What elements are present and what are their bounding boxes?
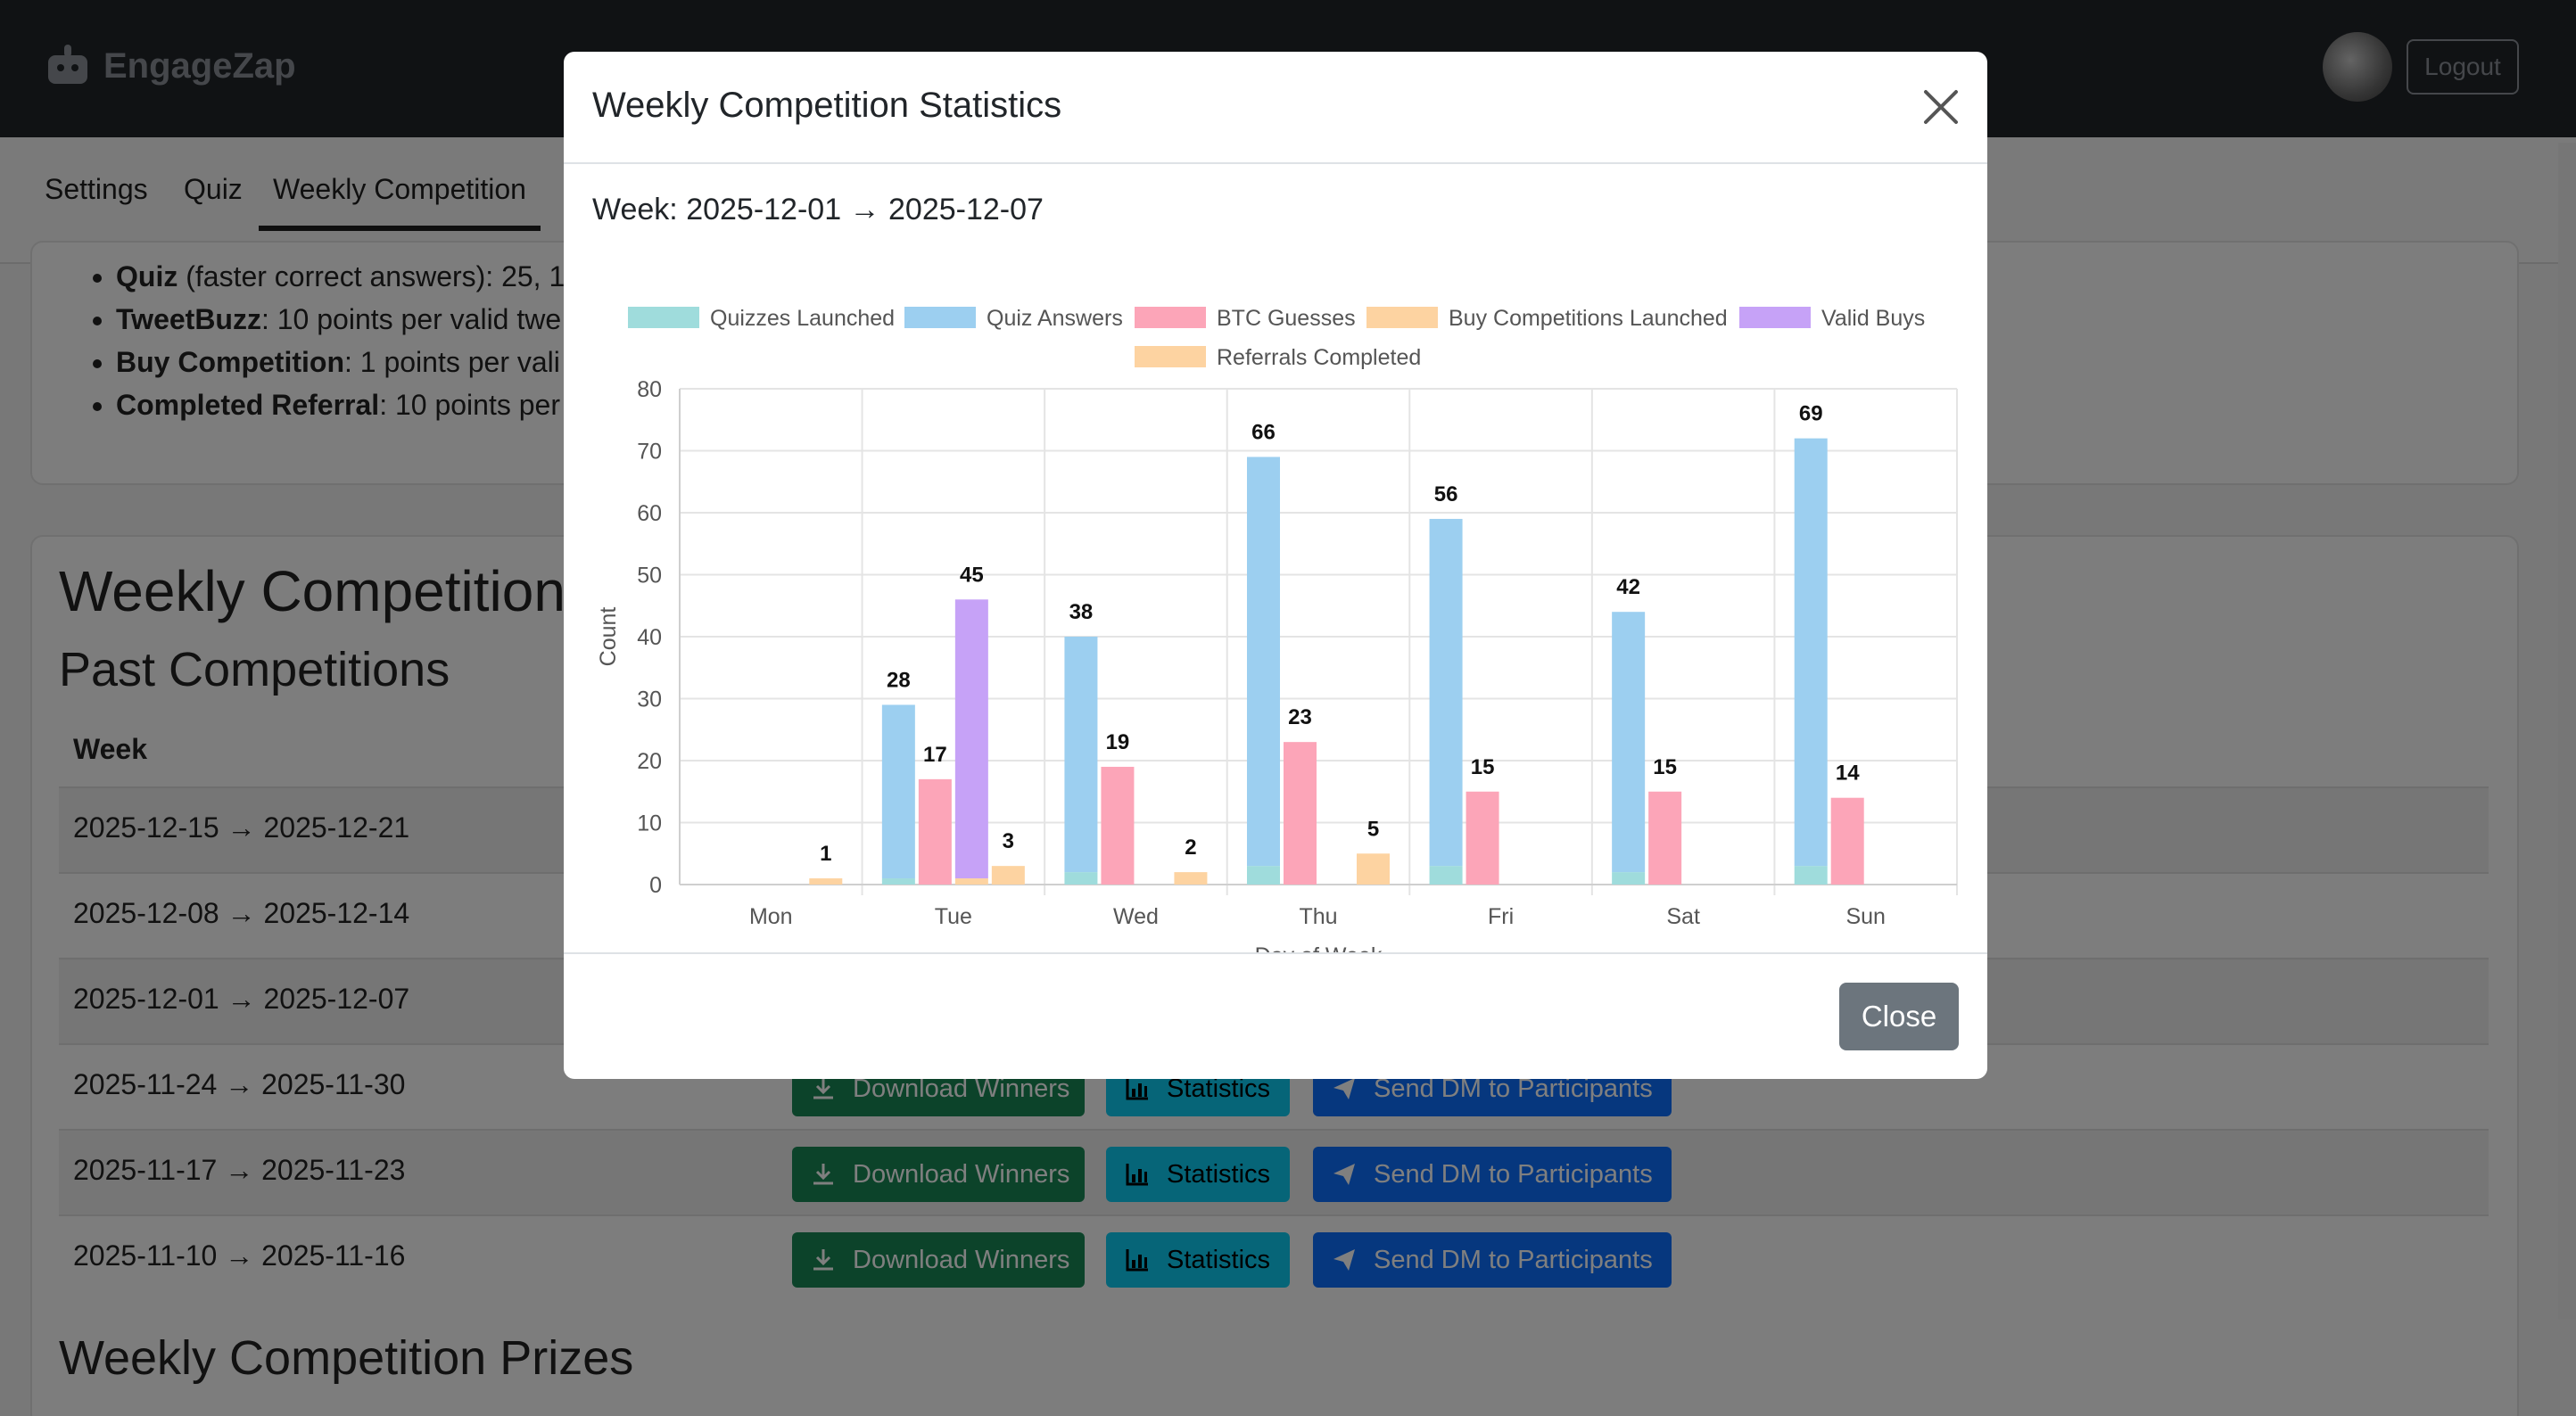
legend-swatch <box>1135 346 1206 367</box>
y-tick-label: 40 <box>637 625 662 650</box>
legend-swatch <box>1135 307 1206 328</box>
data-label: 1 <box>820 842 831 866</box>
bar-quizzes-launched <box>1064 872 1098 885</box>
y-tick-label: 70 <box>637 440 662 465</box>
legend-label: Quiz Answers <box>987 306 1123 331</box>
legend-swatch <box>628 307 699 328</box>
x-tick-label: Thu <box>1299 904 1337 929</box>
close-button[interactable]: Close <box>1839 983 1959 1050</box>
bar-quizzes-launched <box>1794 866 1828 885</box>
bar-btc-guesses <box>1101 766 1135 885</box>
y-tick-label: 30 <box>637 687 662 712</box>
bar-referrals-completed <box>1174 872 1208 885</box>
bar-referrals-completed <box>809 878 843 885</box>
close-icon[interactable] <box>1923 89 1959 125</box>
x-tick-label: Sat <box>1666 904 1700 929</box>
x-tick-label: Fri <box>1488 904 1514 929</box>
y-tick-label: 0 <box>649 873 662 898</box>
data-label: 19 <box>1106 730 1130 754</box>
legend-swatch <box>1366 307 1438 328</box>
x-tick-label: Wed <box>1113 904 1159 929</box>
y-tick-label: 50 <box>637 564 662 589</box>
data-label: 15 <box>1653 755 1677 779</box>
legend-label: Buy Competitions Launched <box>1449 306 1728 331</box>
data-label: 3 <box>1003 829 1014 853</box>
legend-swatch <box>904 307 976 328</box>
bar-quiz-answers <box>881 704 915 879</box>
bar-quiz-answers <box>1794 438 1828 867</box>
legend-swatch <box>1739 307 1811 328</box>
data-label: 5 <box>1367 817 1379 841</box>
modal-header: Weekly Competition Statistics <box>564 52 1987 164</box>
week-range-label: Week: 2025-12-01 → 2025-12-07 <box>592 193 1044 226</box>
data-label: 28 <box>887 668 911 692</box>
bar-referrals-completed <box>991 866 1025 885</box>
x-tick-label: Sun <box>1845 904 1885 929</box>
y-tick-label: 80 <box>637 377 662 402</box>
bar-btc-guesses <box>1284 742 1317 885</box>
bar-quizzes-launched <box>881 878 915 885</box>
y-tick-label: 20 <box>637 749 662 774</box>
bar-valid-buys <box>954 599 988 879</box>
data-label: 17 <box>923 743 947 767</box>
bar-quizzes-launched <box>1612 872 1646 885</box>
data-label: 15 <box>1471 755 1495 779</box>
data-label: 14 <box>1836 762 1860 786</box>
bar-quizzes-launched <box>1429 866 1463 885</box>
bar-quiz-answers <box>1429 518 1463 867</box>
x-tick-label: Mon <box>749 904 793 929</box>
y-tick-label: 60 <box>637 501 662 526</box>
data-label: 56 <box>1434 482 1458 506</box>
bar-quiz-answers <box>1064 637 1098 873</box>
bar-btc-guesses <box>1830 797 1864 885</box>
bar-btc-guesses <box>1648 791 1682 885</box>
x-tick-label: Tue <box>935 904 972 929</box>
x-axis-title: Day of Week <box>1255 943 1383 952</box>
bar-quiz-answers <box>1612 612 1646 873</box>
data-label: 2 <box>1185 836 1196 860</box>
weekly-stats-chart: Quizzes Launched Quiz Answers BTC Guesses B… <box>596 306 1958 952</box>
bar-referrals-completed <box>1357 853 1390 885</box>
modal-title: Weekly Competition Statistics <box>592 86 1062 125</box>
y-axis-title: Count <box>596 607 621 667</box>
data-label: 45 <box>960 563 984 587</box>
statistics-modal: Weekly Competition Statistics Week: 2025… <box>564 52 1987 1079</box>
legend-label: Referrals Completed <box>1217 345 1421 370</box>
bar-quiz-answers <box>1247 457 1280 867</box>
legend-label: Valid Buys <box>1821 306 1925 331</box>
data-label: 23 <box>1288 705 1312 729</box>
modal-footer: Close <box>564 952 1987 1079</box>
legend-label: BTC Guesses <box>1217 306 1356 331</box>
y-tick-label: 10 <box>637 811 662 836</box>
data-label: 38 <box>1069 600 1094 624</box>
bar-buy-competitions-launched <box>954 878 988 885</box>
data-label: 42 <box>1616 575 1640 599</box>
bar-btc-guesses <box>1466 791 1499 885</box>
data-label: 66 <box>1251 420 1276 444</box>
bar-quizzes-launched <box>1247 866 1280 885</box>
bar-btc-guesses <box>918 778 952 885</box>
data-label: 69 <box>1799 402 1823 426</box>
legend-label: Quizzes Launched <box>710 306 895 331</box>
